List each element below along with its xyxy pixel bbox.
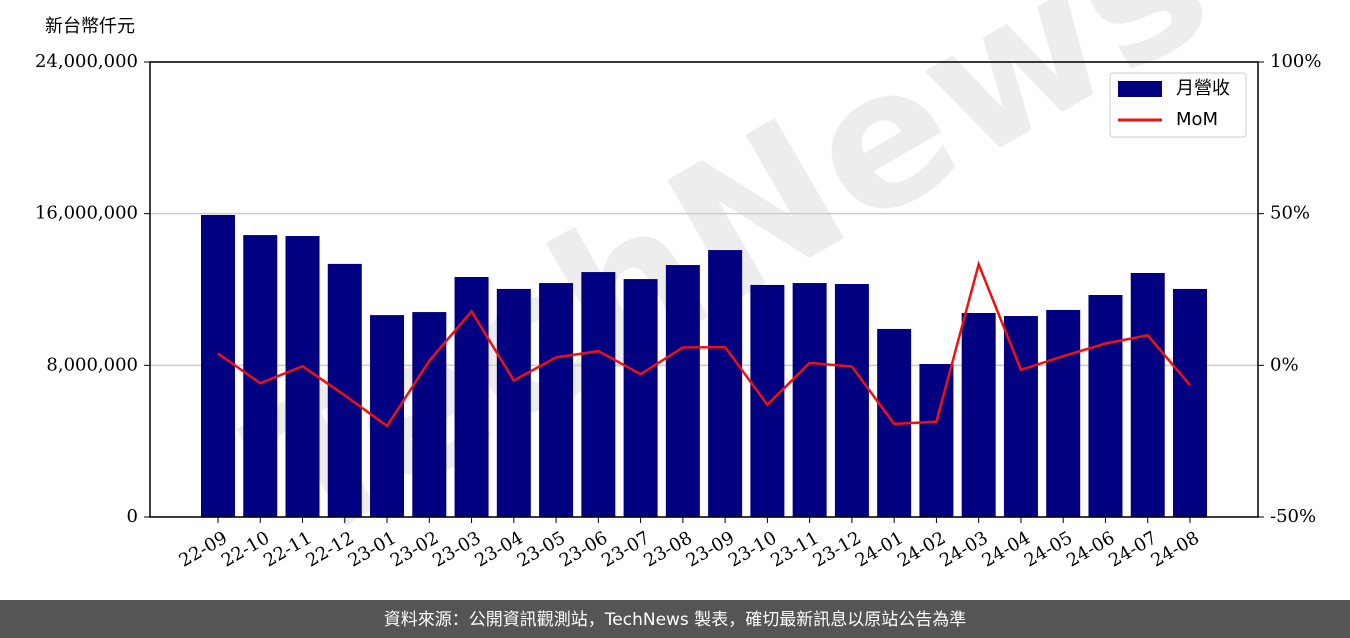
bar xyxy=(412,312,447,517)
bar xyxy=(285,236,320,517)
bar xyxy=(454,276,489,517)
bar xyxy=(327,263,362,517)
plot-frame xyxy=(149,61,1259,518)
y2-tick-label: 100% xyxy=(1270,51,1321,72)
legend-swatch xyxy=(1118,81,1162,97)
mom-line xyxy=(217,260,1191,428)
bar xyxy=(496,288,531,517)
y-axis-label: 新台幣仟元 xyxy=(45,16,135,37)
footer-bar xyxy=(0,600,1350,638)
bar xyxy=(792,283,827,517)
bar xyxy=(1172,288,1207,517)
bar xyxy=(750,284,785,517)
bar xyxy=(1046,309,1081,517)
footer: 資料來源：公開資訊觀測站，TechNews 製表，確切最新訊息以原站公告為準 xyxy=(384,610,966,630)
y2-tick-label: -50% xyxy=(1270,506,1316,527)
bar xyxy=(201,214,235,517)
legend-label: 月營收 xyxy=(1176,78,1230,99)
legend-label: MoM xyxy=(1176,109,1218,130)
bar xyxy=(919,364,954,517)
bar xyxy=(1088,294,1123,517)
bar xyxy=(623,279,658,517)
bar xyxy=(708,250,743,518)
y-tick-label: 0 xyxy=(127,506,138,527)
bar xyxy=(665,265,700,517)
y2-tick-label: 50% xyxy=(1270,203,1310,224)
bar xyxy=(834,284,869,517)
bar xyxy=(539,283,574,517)
bar xyxy=(1130,273,1165,517)
y-tick-label: 8,000,000 xyxy=(46,354,138,375)
bar xyxy=(581,272,616,517)
y-tick-label: 16,000,000 xyxy=(35,203,138,224)
y2-tick-label: 0% xyxy=(1270,354,1299,375)
bar xyxy=(1003,316,1038,517)
bar xyxy=(370,315,405,517)
y-tick-label: 24,000,000 xyxy=(35,51,138,72)
x-tick-label: 24-08 xyxy=(1148,527,1203,571)
bar xyxy=(961,313,996,517)
